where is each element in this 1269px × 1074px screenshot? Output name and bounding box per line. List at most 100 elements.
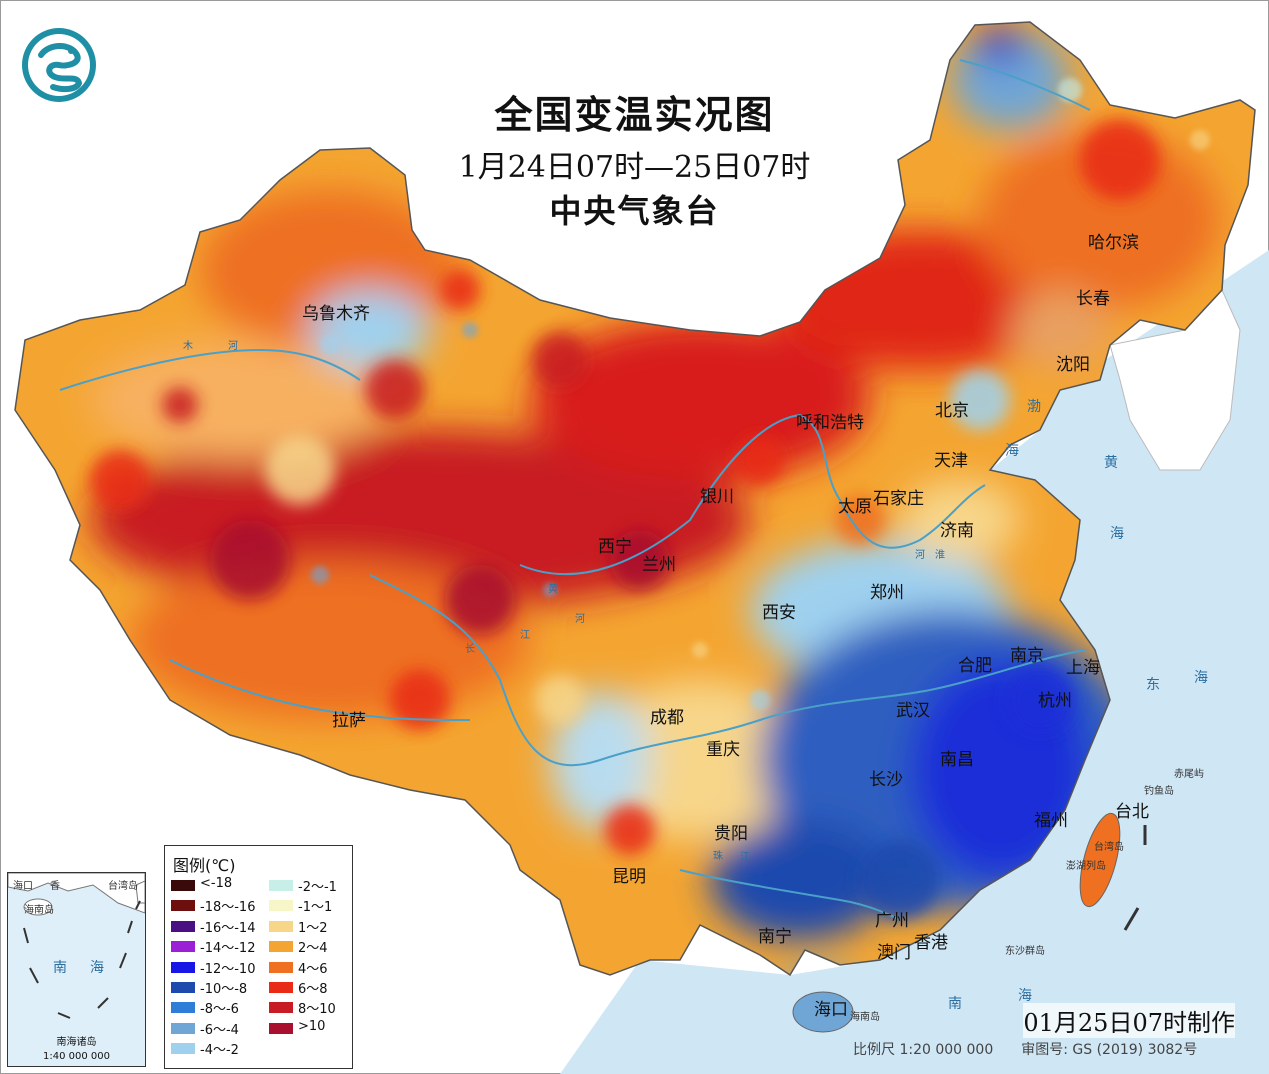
legend-swatch [171, 880, 195, 891]
south-china-sea-inset: 海口 香 台湾岛 海南岛南 海 南海诸岛 1:40 000 000 [7, 872, 146, 1067]
river-label: 淮 [935, 550, 945, 561]
city-label: 呼和浩特 [796, 413, 864, 433]
legend-swatch [171, 1043, 195, 1055]
city-label: 昆明 [612, 867, 646, 887]
city-label: 拉萨 [332, 711, 366, 731]
legend-label: 8～10 [298, 1002, 336, 1018]
city-label: 澳门 [877, 943, 911, 963]
time-range: 1月24日07时—25日07时 [458, 150, 811, 185]
legend-swatch [269, 1002, 293, 1014]
yangtze-river [369, 574, 1086, 767]
nine-dash-line [1123, 825, 1147, 931]
inset-label: 海南岛 [24, 905, 54, 916]
legend-label: <-18 [200, 876, 233, 891]
city-label: 西宁 [598, 537, 632, 557]
island-label: 东沙群岛 [1005, 946, 1045, 957]
legend-swatch [171, 961, 195, 973]
legend-label: 2～4 [298, 941, 328, 957]
city-label: 北京 [935, 401, 969, 421]
legend-swatch [269, 982, 293, 993]
map-title: 全国变温实况图 [494, 92, 775, 137]
river-label: 珠 [713, 851, 723, 862]
city-label: 杭州 [1038, 691, 1072, 711]
river-label: 河 [228, 341, 238, 352]
sea-label: 黄 [1104, 455, 1118, 471]
river-label: 黄 [548, 584, 558, 595]
city-label: 哈尔滨 [1088, 233, 1139, 253]
sea-label: 渤 [1027, 399, 1041, 415]
approval-number: 审图号: GS (2019) 3082号 [1021, 1042, 1198, 1058]
legend-label: >10 [298, 1018, 326, 1034]
island-label: 赤尾屿 [1174, 769, 1204, 780]
legend-label: -14～-12 [200, 941, 256, 957]
legend-title: 图例(℃) [173, 856, 236, 875]
legend: 图例(℃) <-18 -18～-16 -16～-14 -14～-12 -12～-10 -1… [164, 845, 353, 1069]
pearl-river [679, 869, 901, 921]
city-label: 香港 [914, 933, 948, 953]
production-time: 01月25日07时制作 [1023, 1003, 1235, 1038]
city-label: 银川 [700, 487, 734, 507]
legend-label: 4～6 [298, 961, 328, 977]
legend-swatch [171, 1022, 195, 1034]
city-label: 合肥 [958, 656, 992, 676]
river-label: 长 [465, 644, 475, 655]
city-label: 南京 [1010, 646, 1044, 666]
legend-swatch [171, 982, 195, 993]
city-label: 沈阳 [1056, 355, 1090, 375]
legend-swatch [171, 941, 195, 953]
tibet-river [169, 659, 471, 721]
city-label: 太原 [838, 497, 872, 517]
legend-label: -16～-14 [200, 920, 256, 936]
city-label: 长春 [1076, 289, 1110, 309]
legend-label: -8～-6 [200, 1002, 239, 1018]
legend-swatch [269, 900, 293, 912]
sea-label: 海 [1018, 988, 1032, 1004]
city-label: 成都 [650, 708, 684, 728]
river-label: 木 [183, 341, 193, 352]
inset-map [8, 873, 145, 1019]
sea-label: 南 [948, 996, 962, 1012]
legend-label: -10～-8 [200, 982, 248, 997]
legend-label: -4～-2 [200, 1043, 239, 1059]
cma-dragon-logo-icon [19, 25, 99, 105]
city-label: 石家庄 [873, 489, 924, 509]
legend-swatch [171, 920, 195, 932]
sea-label: 东 [1146, 677, 1160, 693]
city-label: 天津 [934, 451, 968, 471]
city-label: 广州 [875, 911, 909, 931]
legend-label: 6～8 [298, 982, 328, 997]
legend-swatch [269, 941, 293, 953]
city-label: 西安 [762, 603, 796, 623]
island-label: 钓鱼岛 [1144, 786, 1174, 797]
legend-swatch [269, 961, 293, 973]
sea-label: 海 [1005, 443, 1019, 459]
legend-swatch [269, 880, 293, 891]
city-label: 南宁 [758, 927, 792, 947]
tarim-river [59, 348, 361, 391]
legend-swatch [171, 900, 195, 912]
inset-label: 海 [90, 960, 104, 976]
agency-name: 中央气象台 [549, 192, 720, 230]
river-label: 江 [740, 852, 750, 863]
heilong-river [959, 59, 1091, 111]
legend-label: -1～1 [298, 900, 333, 916]
city-label: 乌鲁木齐 [302, 304, 370, 324]
city-label: 济南 [940, 521, 974, 541]
legend-label: -12～-10 [200, 961, 256, 977]
island-label: 澎湖列岛 [1066, 861, 1106, 872]
river-label: 江 [520, 630, 530, 641]
sea-label: 海 [1194, 670, 1208, 686]
city-label: 福州 [1034, 811, 1068, 831]
yellow-river [519, 413, 986, 576]
city-label: 兰州 [642, 555, 676, 575]
taiwan-island [1079, 812, 1121, 908]
city-label: 贵阳 [714, 824, 748, 844]
legend-label: 1～2 [298, 920, 328, 936]
legend-swatch [269, 920, 293, 932]
inset-label: 海口 [13, 881, 33, 892]
city-label: 台北 [1115, 802, 1149, 822]
city-label: 南昌 [940, 750, 974, 770]
inset-label: 香 [50, 881, 60, 892]
city-label: 海口 [814, 1000, 848, 1020]
island-label: 台湾岛 [1094, 842, 1124, 853]
